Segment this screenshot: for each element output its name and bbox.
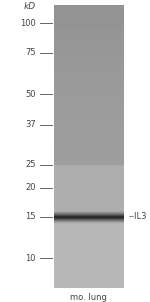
Text: 37: 37	[25, 120, 36, 129]
Text: 10: 10	[25, 254, 36, 263]
Text: --IL3: --IL3	[129, 212, 147, 221]
Text: 15: 15	[25, 212, 36, 221]
Text: 25: 25	[25, 160, 36, 169]
Text: 100: 100	[20, 19, 36, 28]
Text: 20: 20	[25, 183, 36, 192]
Text: mo. lung: mo. lung	[70, 293, 107, 302]
Text: kD: kD	[23, 2, 36, 11]
Text: 75: 75	[25, 48, 36, 57]
Text: 50: 50	[25, 90, 36, 98]
